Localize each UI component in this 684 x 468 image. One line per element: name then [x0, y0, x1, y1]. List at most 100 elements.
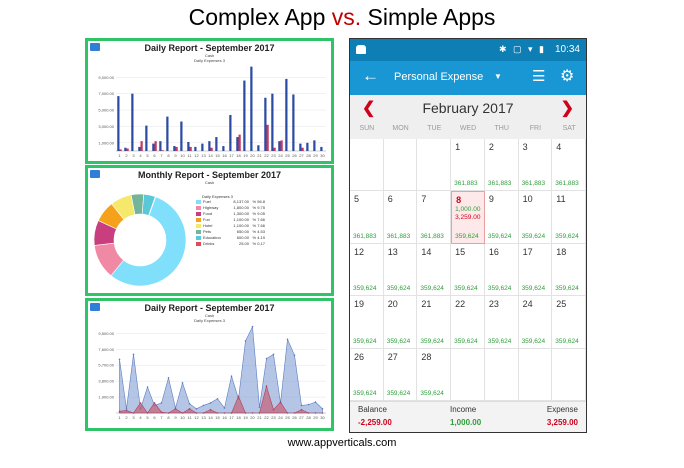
- x-tick-label: 15: [215, 153, 220, 158]
- calendar-day[interactable]: 8 1,000.00 3,259.00 359,624: [451, 191, 485, 244]
- x-tick-label: 12: [194, 153, 199, 158]
- x-tick-label: 27: [299, 415, 304, 420]
- day-number: 3: [522, 142, 528, 152]
- weekday-wed: WED: [459, 125, 477, 132]
- calendar-day[interactable]: 13 359,624: [383, 243, 418, 297]
- calendar-day[interactable]: 21 359,624: [417, 296, 452, 349]
- x-tick-label: 26: [292, 415, 297, 420]
- calendar-day[interactable]: 23 359,624: [484, 296, 519, 349]
- calendar-day[interactable]: 20 359,624: [383, 296, 418, 349]
- calendar-day[interactable]: 5 361,883: [350, 191, 384, 244]
- calendar-empty-cell: [518, 348, 553, 401]
- donut-slice: [110, 196, 187, 287]
- calendar-day[interactable]: 3 361,883: [518, 139, 553, 192]
- legend-swatch: [196, 199, 201, 204]
- day-number: 18: [556, 246, 567, 257]
- calendar-day[interactable]: 2 361,883: [484, 139, 519, 192]
- legend-label: Drinks: [203, 241, 215, 246]
- calendar-day[interactable]: 7 361,883: [417, 191, 452, 244]
- legend-swatch: [196, 235, 201, 240]
- chevron-down-icon[interactable]: ▼: [494, 72, 502, 81]
- x-tick-label: 23: [271, 153, 276, 158]
- bar: [292, 94, 295, 151]
- area-point: [146, 412, 149, 414]
- bar: [222, 146, 225, 151]
- arrow-left-icon[interactable]: ←: [362, 66, 379, 85]
- calendar-day[interactable]: 25 359,624: [552, 296, 586, 349]
- x-tick-label: 1: [118, 415, 121, 420]
- calendar-day[interactable]: 18 359,624: [552, 243, 586, 297]
- legend-value: 8,137.00: [233, 199, 249, 204]
- daily-bar-report-panel: Daily Report - September 2017 Cash Daily…: [85, 38, 334, 164]
- bar: [166, 116, 169, 151]
- area-point: [181, 412, 184, 414]
- x-tick-label: 6: [153, 153, 156, 158]
- day-balance: 359,624: [555, 285, 579, 293]
- area-point: [286, 338, 289, 341]
- day-balance: 359,624: [454, 337, 478, 345]
- area-point: [230, 412, 233, 414]
- calendar-day[interactable]: 22 359,624: [451, 296, 485, 349]
- calendar-day[interactable]: 24 359,624: [518, 296, 553, 349]
- x-tick-label: 22: [264, 153, 269, 158]
- calendar-day[interactable]: 12 359,624: [350, 243, 384, 297]
- y-tick-label: 7,000.00: [98, 91, 114, 96]
- calendar-day[interactable]: 11 359,624: [552, 191, 586, 244]
- x-tick-label: 21: [257, 153, 262, 158]
- calendar-day[interactable]: 16 359,624: [484, 243, 519, 297]
- monthly-subtitle: Cash: [204, 180, 215, 185]
- calendar-day[interactable]: 15 359,624: [451, 243, 485, 297]
- area-series: [119, 325, 323, 414]
- chart-app-icon: [90, 303, 100, 311]
- legend-percent: % 9.05: [252, 211, 265, 216]
- chevron-right-icon[interactable]: ❯: [560, 100, 574, 117]
- y-tick-label: 1,900.00: [98, 395, 114, 400]
- weekday-mon: MON: [392, 125, 409, 132]
- calendar-day[interactable]: 1 361,883: [451, 139, 485, 192]
- legend-entry: Food 1,300.00% 9.05: [196, 211, 265, 217]
- bar: [126, 148, 129, 151]
- area-point: [209, 408, 212, 411]
- day-balance: 361,883: [521, 180, 546, 188]
- area-point: [265, 357, 268, 360]
- bar: [257, 145, 260, 151]
- day-balance: 359,624: [386, 285, 411, 293]
- calendar-day[interactable]: 26 359,624: [350, 348, 384, 401]
- calendar-day[interactable]: 4 361,883: [552, 139, 586, 192]
- legend-entry: Fuel 8,137.00% 56.8: [196, 199, 265, 205]
- gear-icon[interactable]: ⚙: [560, 68, 575, 85]
- y-tick-label: 3,000.00: [98, 124, 114, 129]
- x-tick-label: 8: [167, 153, 170, 158]
- bar: [173, 146, 176, 151]
- day-balance: 359,624: [386, 337, 411, 345]
- calendar-day[interactable]: 10 359,624: [518, 191, 553, 244]
- x-tick-label: 29: [313, 153, 318, 158]
- area-point: [195, 408, 198, 410]
- title-part2: Simple Apps: [361, 4, 496, 30]
- x-tick-label: 7: [160, 415, 163, 420]
- area-point: [202, 404, 205, 407]
- calendar-day[interactable]: 19 359,624: [350, 296, 384, 349]
- calendar-day[interactable]: 6 361,883: [383, 191, 418, 244]
- chevron-left-icon[interactable]: ❮: [362, 100, 376, 117]
- x-tick-label: 8: [167, 415, 170, 420]
- calendar-day[interactable]: 27 359,624: [383, 348, 418, 401]
- day-balance: 359,624: [353, 337, 377, 345]
- account-selector[interactable]: Personal Expense: [394, 71, 484, 83]
- area-point: [272, 408, 275, 411]
- calendar-day[interactable]: 14 359,624: [417, 243, 452, 297]
- x-tick-label: 20: [250, 153, 255, 158]
- area-point: [216, 397, 219, 400]
- calendar-day[interactable]: 17 359,624: [518, 243, 553, 297]
- legend-label: Hotel: [203, 223, 213, 228]
- calendar-day[interactable]: 9 359,624: [484, 191, 519, 244]
- day-number: 14: [421, 246, 432, 257]
- list-icon[interactable]: ☰: [532, 68, 546, 85]
- legend-label: Education: [203, 235, 221, 240]
- area-point: [293, 354, 296, 356]
- calendar-day[interactable]: 28 359,624: [417, 348, 452, 401]
- day-balance: 361,883: [386, 232, 411, 240]
- month-navigation: ❮ February 2017 ❯: [350, 95, 586, 121]
- monthly-legend: Daily Expenses 3 Fuel 8,137.00% 56.8 Highw…: [196, 194, 265, 247]
- x-tick-label: 18: [236, 415, 241, 420]
